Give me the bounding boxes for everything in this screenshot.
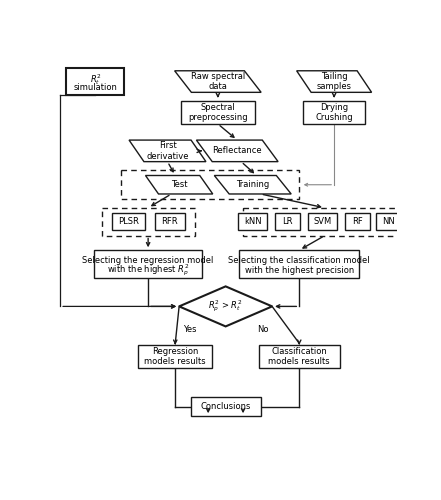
FancyBboxPatch shape <box>275 213 300 230</box>
Polygon shape <box>146 176 213 194</box>
FancyBboxPatch shape <box>121 170 299 200</box>
FancyBboxPatch shape <box>66 68 124 95</box>
Text: with the highest precision: with the highest precision <box>245 266 354 274</box>
FancyBboxPatch shape <box>191 397 261 416</box>
Polygon shape <box>175 71 261 92</box>
Polygon shape <box>129 140 206 162</box>
Text: NN: NN <box>382 217 395 226</box>
Polygon shape <box>179 286 272 327</box>
FancyBboxPatch shape <box>101 208 194 236</box>
Text: Selecting the classification model: Selecting the classification model <box>228 256 370 264</box>
FancyBboxPatch shape <box>155 213 184 230</box>
FancyBboxPatch shape <box>112 213 145 230</box>
FancyBboxPatch shape <box>258 345 340 368</box>
Text: First
derivative: First derivative <box>146 141 189 161</box>
FancyBboxPatch shape <box>181 101 255 124</box>
Text: Training: Training <box>236 180 269 189</box>
Text: Regression
models results: Regression models results <box>145 347 206 366</box>
FancyBboxPatch shape <box>376 213 401 230</box>
Text: PLSR: PLSR <box>118 217 139 226</box>
Text: RF: RF <box>352 217 363 226</box>
Text: $R^2_t$: $R^2_t$ <box>90 72 101 86</box>
FancyBboxPatch shape <box>345 213 370 230</box>
Text: Conclusions: Conclusions <box>201 402 251 411</box>
Text: No: No <box>257 325 268 334</box>
FancyBboxPatch shape <box>243 208 406 236</box>
Text: Test: Test <box>171 180 187 189</box>
FancyBboxPatch shape <box>239 250 359 278</box>
Text: kNN: kNN <box>244 217 262 226</box>
Text: Spectral
preprocessing: Spectral preprocessing <box>188 102 248 122</box>
Text: Reflectance: Reflectance <box>213 146 262 156</box>
Text: SVM: SVM <box>314 217 332 226</box>
Text: Selecting the regression model: Selecting the regression model <box>82 256 214 264</box>
FancyBboxPatch shape <box>238 213 268 230</box>
Text: $R^2_p$ > $R^2_t$: $R^2_p$ > $R^2_t$ <box>209 298 243 314</box>
Text: Tailing
samples: Tailing samples <box>317 72 351 92</box>
Text: Drying
Crushing: Drying Crushing <box>315 102 353 122</box>
Text: Raw spectral
data: Raw spectral data <box>191 72 245 92</box>
Polygon shape <box>196 140 278 162</box>
FancyBboxPatch shape <box>94 250 202 278</box>
FancyBboxPatch shape <box>303 101 365 124</box>
Text: Yes: Yes <box>183 325 197 334</box>
Polygon shape <box>214 176 291 194</box>
FancyBboxPatch shape <box>138 345 212 368</box>
FancyBboxPatch shape <box>308 213 337 230</box>
Polygon shape <box>297 71 372 92</box>
Text: LR: LR <box>282 217 293 226</box>
Text: with the highest $R^2_p$: with the highest $R^2_p$ <box>107 262 189 278</box>
Text: simulation: simulation <box>74 83 117 92</box>
Text: Classification
models results: Classification models results <box>269 347 330 366</box>
Text: RFR: RFR <box>161 217 178 226</box>
